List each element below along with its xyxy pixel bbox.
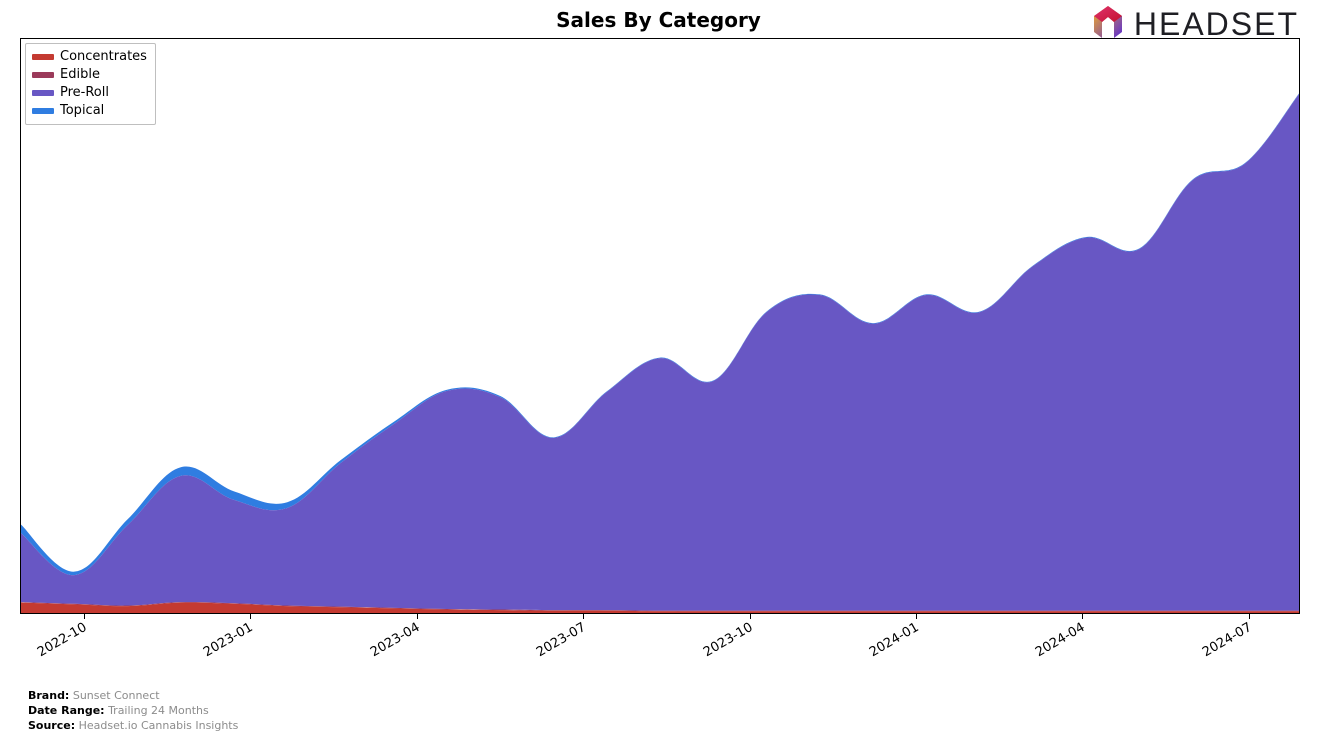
x-tick-label: 2024-04	[1033, 620, 1088, 660]
legend: ConcentratesEdiblePre-RollTopical	[25, 43, 156, 125]
meta-source-label: Source:	[28, 719, 75, 732]
x-axis-ticks: 2022-10 2023-01 2023-04 2023-07 2023-10 2024-…	[20, 614, 1300, 684]
meta-brand-label: Brand:	[28, 689, 69, 702]
legend-item: Concentrates	[32, 48, 147, 66]
x-tick-mark	[1082, 614, 1083, 619]
meta-source: Source: Headset.io Cannabis Insights	[28, 718, 238, 733]
chart-metadata: Brand: Sunset Connect Date Range: Traili…	[28, 688, 238, 733]
brand-logo-text: HEADSET	[1134, 6, 1299, 43]
legend-label: Edible	[60, 66, 100, 84]
legend-swatch	[32, 54, 54, 60]
x-tick-mark	[1249, 614, 1250, 619]
legend-swatch	[32, 72, 54, 78]
x-tick-mark	[750, 614, 751, 619]
meta-range-value: Trailing 24 Months	[108, 704, 209, 717]
legend-swatch	[32, 90, 54, 96]
x-tick-label: 2024-07	[1200, 620, 1255, 660]
x-tick-label: 2023-01	[201, 620, 256, 660]
x-tick-mark	[250, 614, 251, 619]
legend-item: Edible	[32, 66, 147, 84]
area-series	[21, 94, 1299, 611]
meta-brand-value: Sunset Connect	[73, 689, 160, 702]
x-tick-label: 2023-07	[534, 620, 589, 660]
legend-item: Pre-Roll	[32, 84, 147, 102]
x-tick-label: 2023-04	[368, 620, 423, 660]
x-tick-mark	[84, 614, 85, 619]
legend-label: Pre-Roll	[60, 84, 109, 102]
meta-range-label: Date Range:	[28, 704, 105, 717]
x-tick-label: 2023-10	[701, 620, 756, 660]
legend-item: Topical	[32, 102, 147, 120]
area-chart-svg	[21, 39, 1299, 613]
x-tick-label: 2022-10	[35, 620, 90, 660]
x-tick-label: 2024-01	[867, 620, 922, 660]
x-tick-mark	[916, 614, 917, 619]
meta-range: Date Range: Trailing 24 Months	[28, 703, 238, 718]
x-tick-mark	[583, 614, 584, 619]
x-tick-mark	[417, 614, 418, 619]
plot-area: ConcentratesEdiblePre-RollTopical	[20, 38, 1300, 614]
meta-brand: Brand: Sunset Connect	[28, 688, 238, 703]
legend-swatch	[32, 108, 54, 114]
legend-label: Topical	[60, 102, 104, 120]
legend-label: Concentrates	[60, 48, 147, 66]
meta-source-value: Headset.io Cannabis Insights	[79, 719, 239, 732]
